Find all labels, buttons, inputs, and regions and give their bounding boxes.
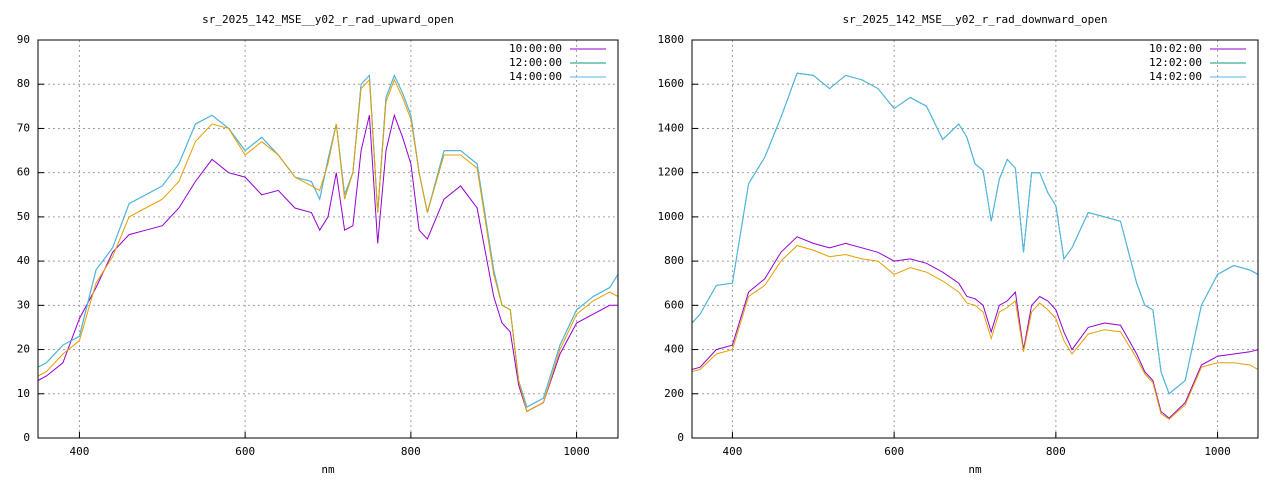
y-tick-label: 80 — [17, 77, 30, 90]
y-tick-label: 70 — [17, 121, 30, 134]
y-tick-label: 600 — [664, 298, 684, 311]
y-tick-label: 1400 — [658, 121, 685, 134]
y-tick-label: 200 — [664, 387, 684, 400]
legend-label: 12:02:00 — [1149, 56, 1202, 69]
y-tick-label: 90 — [17, 33, 30, 46]
data-line — [691, 236, 1259, 419]
y-tick-label: 400 — [664, 343, 684, 356]
legend-label: 10:02:00 — [1149, 42, 1202, 55]
data-line — [37, 74, 619, 408]
data-line — [691, 72, 1259, 395]
y-tick-label: 1000 — [658, 210, 685, 223]
y-tick-label: 800 — [664, 254, 684, 267]
legend-label: 10:00:00 — [509, 42, 562, 55]
chart-title: sr_2025_142_MSE__y02_r_rad_upward_open — [202, 13, 454, 26]
data-line — [37, 78, 619, 413]
plot-frame — [691, 39, 1259, 439]
y-tick-label: 0 — [677, 431, 684, 444]
y-tick-label: 10 — [17, 387, 30, 400]
x-tick-label: 1000 — [1204, 445, 1231, 458]
data-line — [691, 245, 1259, 420]
x-axis-label: nm — [321, 463, 335, 476]
chart-title: sr_2025_142_MSE__y02_r_rad_downward_open — [843, 13, 1108, 26]
y-tick-label: 40 — [17, 254, 30, 267]
y-tick-label: 20 — [17, 343, 30, 356]
y-tick-label: 0 — [23, 431, 30, 444]
y-tick-label: 60 — [17, 166, 30, 179]
x-tick-label: 400 — [722, 445, 742, 458]
legend-label: 14:02:00 — [1149, 70, 1202, 83]
x-axis-label: nm — [968, 463, 982, 476]
data-line — [691, 72, 1259, 395]
y-tick-label: 1200 — [658, 166, 685, 179]
y-tick-label: 1600 — [658, 77, 685, 90]
data-line — [37, 74, 619, 408]
y-tick-label: 50 — [17, 210, 30, 223]
y-tick-label: 1800 — [658, 33, 685, 46]
x-tick-label: 600 — [884, 445, 904, 458]
y-tick-label: 30 — [17, 298, 30, 311]
x-tick-label: 1000 — [563, 445, 590, 458]
plot-frame — [37, 39, 619, 439]
x-tick-label: 600 — [235, 445, 255, 458]
data-line — [37, 113, 618, 413]
x-tick-label: 800 — [1046, 445, 1066, 458]
legend-label: 12:00:00 — [509, 56, 562, 69]
x-tick-label: 400 — [69, 445, 89, 458]
x-tick-label: 800 — [401, 445, 421, 458]
legend-label: 14:00:00 — [509, 70, 562, 83]
